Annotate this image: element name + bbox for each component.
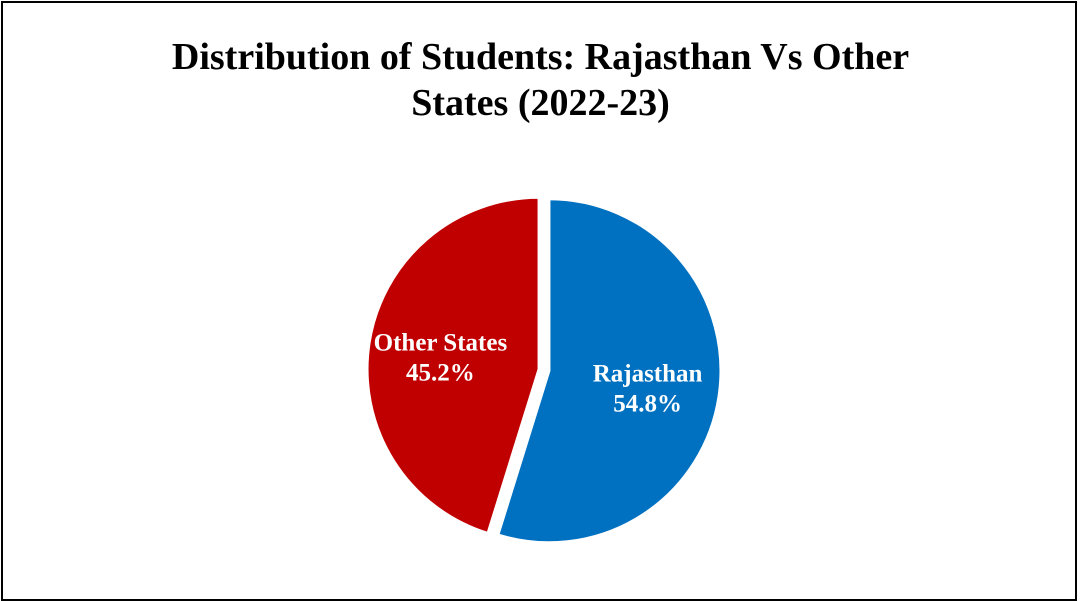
pie-slices — [365, 195, 723, 545]
slice-label-rajasthan-value: 54.8% — [613, 391, 682, 418]
slice-rajasthan — [495, 197, 723, 545]
slice-other-states — [365, 195, 541, 536]
chart-title-line-2: States (2022-23) — [411, 82, 670, 124]
slice-label-rajasthan-name: Rajasthan — [593, 361, 703, 388]
slice-labels: Rajasthan 54.8% Other States 45.2% — [374, 329, 703, 417]
slice-label-other-states-value: 45.2% — [406, 359, 475, 386]
chart-title-line-1: Distribution of Students: Rajasthan Vs O… — [171, 36, 910, 78]
chart-title: Distribution of Students: Rajasthan Vs O… — [0, 34, 1081, 126]
slice-label-other-states-name: Other States — [374, 329, 508, 356]
